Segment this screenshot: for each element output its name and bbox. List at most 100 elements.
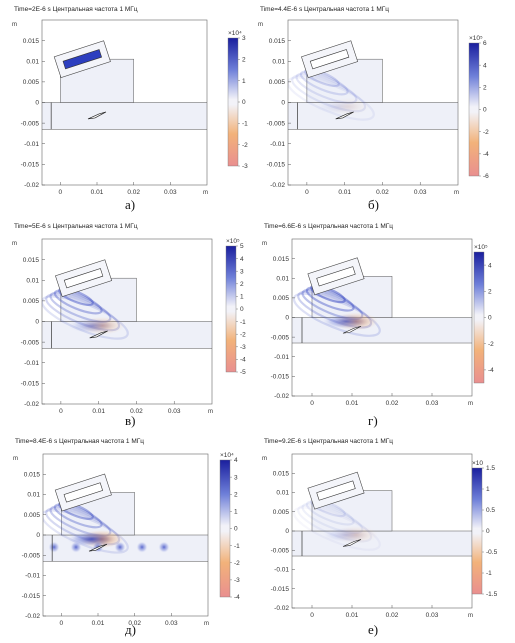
transducer-element (63, 268, 104, 289)
y-tick-label: 0.015 (23, 257, 40, 264)
y-tick-label: -0.015 (21, 381, 40, 388)
colorbar-exponent: ×10⁵ (469, 35, 483, 42)
y-tick-label: 0 (281, 100, 285, 107)
x-axis-label: m (468, 613, 473, 619)
x-tick-label: 0.01 (338, 189, 351, 196)
y-tick-label: 0.005 (23, 298, 40, 305)
transducer (53, 40, 111, 79)
colorbar-tick-label: -1 (240, 319, 246, 326)
wave-spot (158, 541, 170, 554)
x-tick-label: 0.02 (128, 620, 141, 627)
y-tick-label: -0.02 (24, 401, 39, 408)
transducer-element (309, 49, 350, 70)
y-tick-label: 0.01 (272, 58, 285, 65)
transducer (54, 473, 112, 512)
colorbar-tick-label: 6 (483, 40, 487, 47)
chart-title: Time=4.4E-6 s Центральная частота 1 МГц (260, 6, 389, 13)
x-tick-label: 0.02 (127, 189, 140, 196)
colorbar-exponent: ×10⁴ (228, 30, 242, 37)
x-tick-label: 0.02 (376, 189, 389, 196)
colorbar-tick-label: -3 (242, 163, 248, 170)
colorbar-tick-label: -3 (234, 577, 240, 584)
defect (335, 111, 354, 120)
coupling-zone (312, 98, 365, 115)
y-tick-label: -0.005 (21, 339, 40, 346)
colorbar-tick-label: 0 (488, 315, 492, 322)
transducer-element (316, 480, 356, 501)
y-tick-label: 0.015 (273, 470, 290, 477)
y-tick-label: 0.005 (273, 509, 290, 516)
x-axis-label: m (454, 190, 459, 196)
colorbar-exponent: ×10⁴ (220, 452, 234, 459)
colorbar-tick-label: -1.5 (486, 591, 498, 598)
colorbar-tick-label: 4 (234, 457, 238, 464)
wave-spot (114, 541, 126, 554)
colorbar-tick-label: 2 (240, 281, 244, 288)
chart-title: Time=8.4E-6 s Центральная частота 1 МГц (15, 438, 144, 445)
y-tick-label: -0.02 (274, 605, 289, 612)
colorbar-tick-label: 0 (242, 99, 246, 106)
wave-front (299, 70, 349, 96)
y-tick-label: -0.01 (274, 354, 289, 361)
colorbar-tick-label: -1 (242, 121, 248, 128)
colorbar (471, 467, 483, 595)
x-tick-label: 0 (60, 620, 64, 627)
colorbar-tick-label: -4 (488, 367, 494, 374)
y-tick-label: 0 (35, 100, 39, 107)
y-tick-label: 0.01 (276, 490, 289, 497)
coupling-zone (320, 526, 372, 543)
transducer-element (62, 49, 103, 70)
y-tick-label: 0.015 (23, 38, 40, 45)
y-tick-label: 0 (285, 528, 289, 535)
colorbar-tick-label: -2 (242, 142, 248, 149)
transducer-element (63, 482, 104, 503)
defect (342, 325, 362, 334)
x-axis-label: m (203, 190, 208, 196)
y-tick-label: 0.015 (24, 471, 41, 478)
defect (89, 330, 108, 339)
x-tick-label: 0 (59, 189, 63, 196)
x-tick-label: 0.02 (386, 400, 399, 407)
y-tick-label: 0.015 (273, 256, 290, 263)
colorbar-tick-label: -2 (483, 129, 489, 136)
wave-front (305, 500, 355, 526)
caption-g: г) (368, 413, 378, 428)
y-tick-label: -0.015 (267, 162, 286, 169)
colorbar-tick-label: 4 (488, 262, 492, 269)
field-layer (43, 473, 208, 562)
colorbar-tick-label: 3 (242, 35, 246, 42)
colorbar-tick-label: 1 (242, 78, 246, 85)
y-tick-label: -0.01 (24, 360, 39, 367)
coupling-zone (66, 317, 119, 334)
x-tick-label: 0 (310, 612, 314, 619)
colorbar-tick-label: 0 (486, 528, 490, 535)
wave-spot (48, 541, 60, 554)
colorbar-tick-label: 2 (488, 289, 492, 296)
colorbar-tick-label: 4 (240, 256, 244, 263)
colorbar-tick-label: 0 (234, 526, 238, 533)
colorbar-tick-label: -6 (483, 173, 489, 180)
field-layer (288, 40, 458, 130)
y-axis-label: m (262, 241, 267, 247)
y-tick-label: 0.005 (24, 512, 41, 519)
wave-spot (70, 541, 82, 554)
colorbar-tick-label: -5 (240, 369, 246, 376)
y-tick-label: 0 (285, 315, 289, 322)
x-axis-label: m (468, 401, 473, 407)
chart-title: Time=5E-6 s Центральная частота 1 МГц (14, 223, 138, 230)
wave-front (53, 289, 103, 315)
x-tick-label: 0.01 (346, 400, 359, 407)
wave-front (58, 287, 94, 307)
y-tick-label: -0.01 (25, 573, 40, 580)
colorbar-tick-label: 0.5 (486, 507, 495, 514)
colorbar-tick-label: -2 (488, 341, 494, 348)
wave-spot (136, 541, 148, 554)
wedge-block (60, 58, 134, 103)
y-tick-label: -0.005 (271, 547, 290, 554)
y-tick-label: 0 (36, 532, 40, 539)
y-tick-label: 0.005 (273, 295, 290, 302)
caption-b: б) (368, 197, 379, 212)
y-tick-label: -0.01 (274, 567, 289, 574)
panel-b: Time=4.4E-6 s Центральная частота 1 МГц 0… (258, 0, 514, 196)
y-tick-label: -0.005 (271, 334, 290, 341)
